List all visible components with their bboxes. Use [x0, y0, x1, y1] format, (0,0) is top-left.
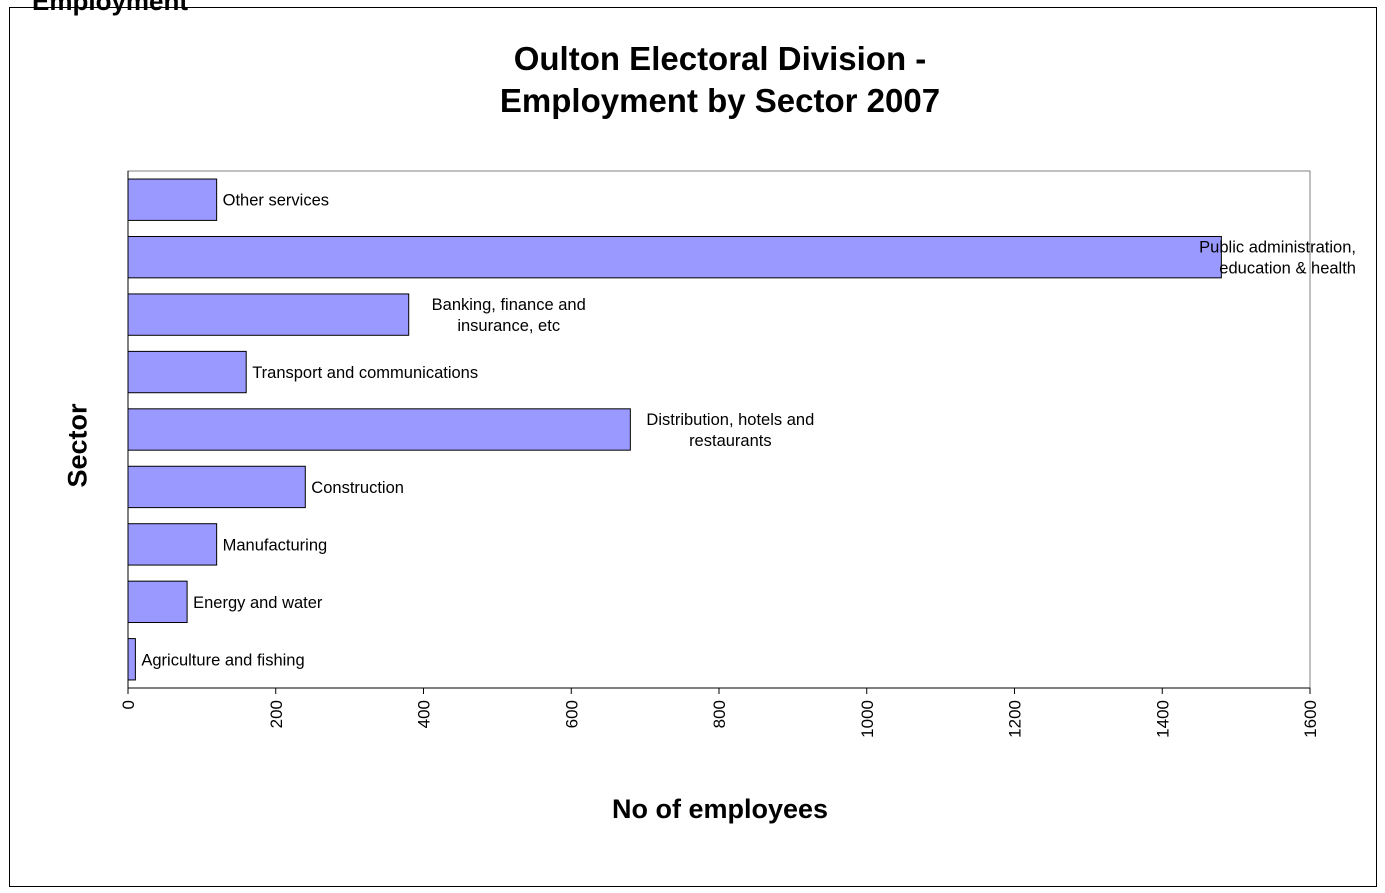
bar-construction [127, 465, 306, 509]
x-tick-label-600: 600 [562, 700, 581, 728]
bar-labels-layer: Agriculture and fishing Energy and water M… [141, 192, 1356, 670]
bar-label-construction: Construction [311, 479, 404, 497]
bar-label-energy-and-water: Energy and water [193, 594, 323, 612]
bar-label-banking-finance-and-insurance-etc: Banking, finance and insurance, etc [432, 296, 586, 335]
bar-manufacturing [127, 523, 218, 566]
bar-energy-and-water [127, 580, 188, 624]
bar-distribution-hotels-and-restaurants [127, 408, 631, 451]
bars-layer [127, 178, 1222, 681]
bar-transport-and-communications [127, 350, 247, 394]
chart-title: Oulton Electoral Division - Employment b… [420, 38, 1020, 122]
bar-label-agriculture-and-fishing: Agriculture and fishing [141, 651, 304, 669]
chart-frame [9, 7, 1377, 887]
bar-label-line: insurance, etc [457, 317, 560, 335]
x-axis-title: No of employees [611, 794, 829, 824]
bar-label-line: Banking, finance and [432, 296, 586, 314]
x-tick-label-400: 400 [415, 700, 434, 728]
bar-label-transport-and-communications: Transport and communications [252, 364, 478, 382]
x-tick-label-800: 800 [710, 700, 729, 728]
bar-label-line: Public administration, [1199, 239, 1356, 257]
x-tick-label-0: 0 [119, 700, 138, 709]
chart-title-line-1: Oulton Electoral Division - [513, 40, 927, 77]
bar-other-services [127, 178, 218, 221]
x-tick-label-1600: 1600 [1301, 700, 1320, 738]
bar-agriculture-and-fishing [127, 638, 136, 681]
bar-banking-finance-and-insurance-etc [127, 293, 410, 336]
bar-label-public-administration-education-health: Public administration, education & health [1199, 239, 1356, 278]
x-axis-ticks: 0 200 400 600 800 1000 1200 1400 1600 [119, 171, 1320, 738]
x-tick-label-1400: 1400 [1153, 700, 1172, 738]
x-tick-label-1000: 1000 [858, 700, 877, 738]
bar-label-other-services: Other services [223, 192, 329, 210]
x-tick-label-1200: 1200 [1006, 700, 1025, 738]
bar-label-line: education & health [1219, 260, 1356, 278]
page-heading: Employment [32, 0, 189, 16]
bar-public-administration-education-health [127, 235, 1222, 279]
bar-label-manufacturing: Manufacturing [223, 536, 328, 554]
y-axis-title: Sector [62, 403, 93, 488]
x-tick-label-200: 200 [267, 700, 286, 728]
bar-label-distribution-hotels-and-restaurants: Distribution, hotels and restaurants [646, 411, 814, 450]
chart-title-line-2: Employment by Sector 2007 [499, 82, 941, 119]
bar-label-line: restaurants [689, 432, 772, 450]
bar-label-line: Distribution, hotels and [646, 411, 814, 429]
